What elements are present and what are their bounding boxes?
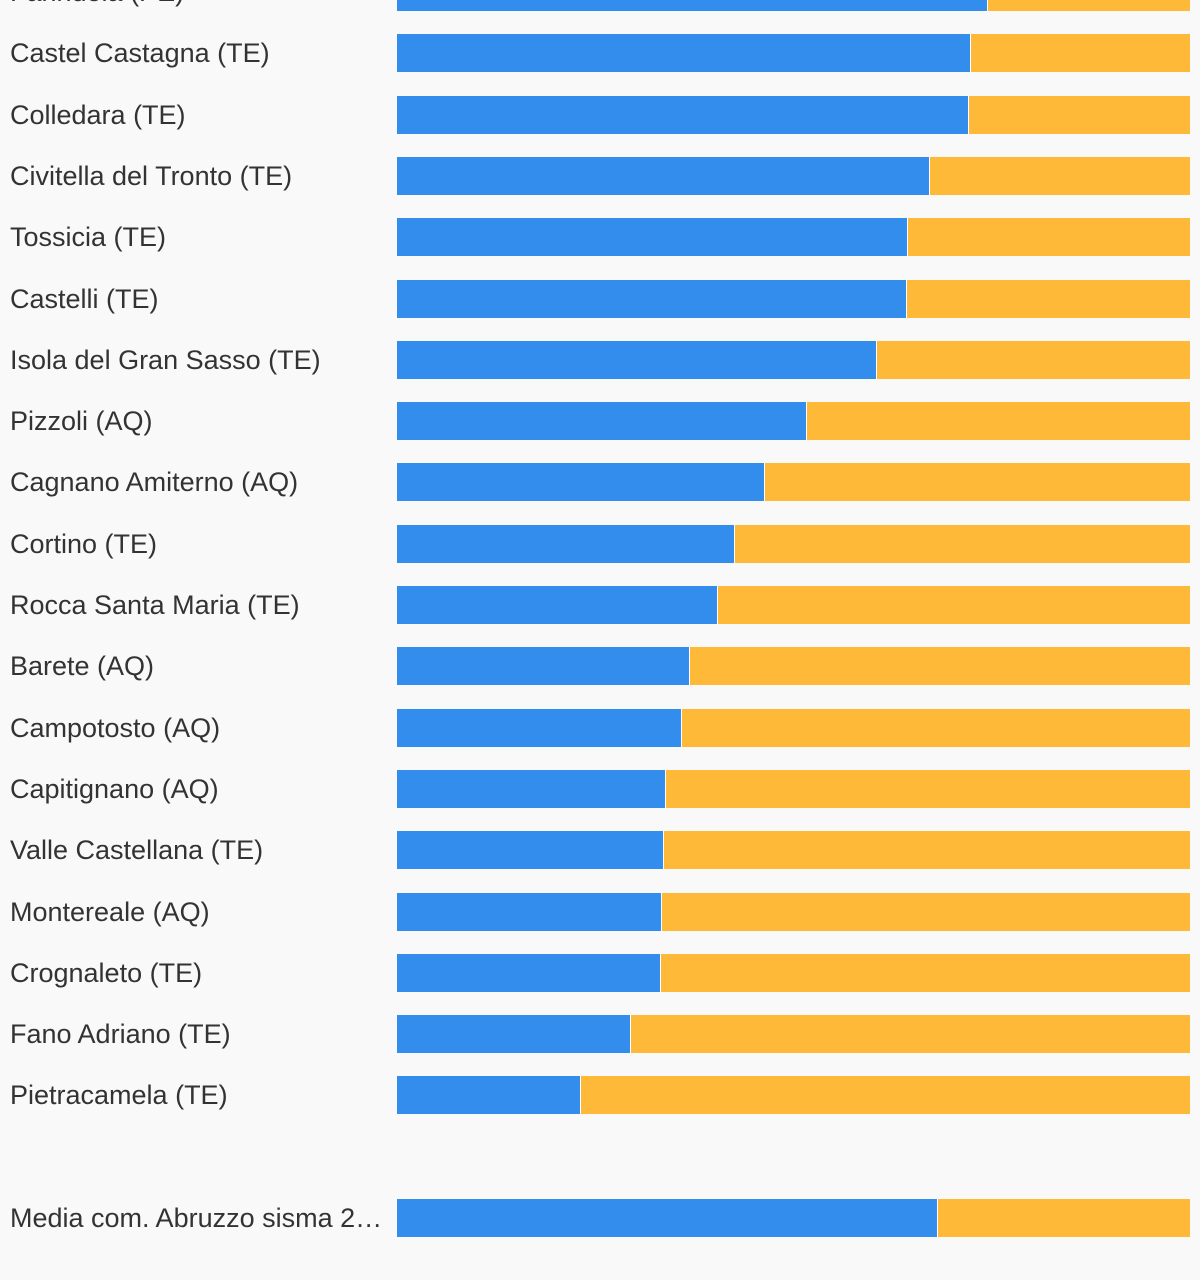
bar-segment-series-2 [734,524,1190,563]
category-label: Castel Castagna (TE) [10,38,270,69]
bar-segment-series-1 [397,769,666,808]
category-label: Pietracamela (TE) [10,1080,228,1111]
category-label: Cortino (TE) [10,528,158,559]
bar-segment-series-2 [906,279,1190,318]
category-label: Media com. Abruzzo sisma 2016 [10,1203,386,1233]
bar-segment-series-1 [397,953,662,992]
bar-segment-series-1 [397,1076,581,1115]
bar-segment-series-1 [397,279,907,318]
category-label: Barete (AQ) [10,651,155,682]
bar-segment-series-1 [397,156,930,195]
bar-segment-series-1 [397,34,972,73]
bar-segment-series-2 [806,402,1190,441]
bar-segment-series-1 [397,340,877,379]
category-label: Isola del Gran Sasso (TE) [10,344,321,375]
bar-segment-series-1 [397,1199,938,1237]
bar-segment-series-1 [397,95,969,134]
bar-segment-series-2 [665,769,1190,808]
category-label: Crognaleto (TE) [10,957,203,988]
bar-segment-series-1 [397,831,665,870]
bar-segment-series-1 [397,586,719,624]
bar-segment-series-1 [397,524,735,563]
bar-segment-series-2 [661,892,1190,931]
category-label: Tossicia (TE) [10,222,167,253]
bar-segment-series-2 [968,95,1190,134]
category-label: Cagnano Amiterno (AQ) [10,467,299,498]
category-label: Castelli (TE) [10,283,159,314]
category-label: Civitella del Tronto (TE) [10,160,293,191]
bar-segment-series-2 [876,340,1190,379]
bar-segment-series-2 [681,708,1190,747]
category-label: Colledara (TE) [10,99,186,130]
bar-segment-series-2 [971,34,1190,73]
category-label: Campotosto (AQ) [10,712,221,743]
bar-segment-series-2 [907,218,1190,257]
bar-segment-series-1 [397,1015,631,1054]
bar-segment-series-1 [397,0,988,11]
bar-segment-series-2 [689,647,1190,686]
bar-segment-series-2 [718,586,1190,624]
category-label: Farindola (PE) [10,0,386,8]
bar-segment-series-2 [937,1199,1190,1237]
bar-segment-series-1 [397,892,662,931]
bar-segment-series-2 [630,1015,1190,1054]
category-label: Fano Adriano (TE) [10,1019,231,1050]
category-label: Valle Castellana (TE) [10,835,264,866]
bar-segment-series-2 [764,463,1190,502]
bar-segment-series-2 [664,831,1190,870]
bar-segment-series-2 [661,953,1190,992]
category-label: Capitignano (AQ) [10,773,219,804]
bar-segment-series-2 [580,1076,1190,1115]
category-label: Montereale (AQ) [10,896,210,927]
bar-segment-series-1 [397,708,682,747]
bar-segment-series-1 [397,402,807,441]
category-label: Rocca Santa Maria (TE) [10,590,300,620]
bar-segment-series-1 [397,218,908,257]
category-label: Pizzoli (AQ) [10,406,153,437]
bar-segment-series-1 [397,647,690,686]
bar-segment-series-1 [397,463,765,502]
bar-segment-series-2 [929,156,1190,195]
bar-segment-series-2 [987,0,1190,11]
